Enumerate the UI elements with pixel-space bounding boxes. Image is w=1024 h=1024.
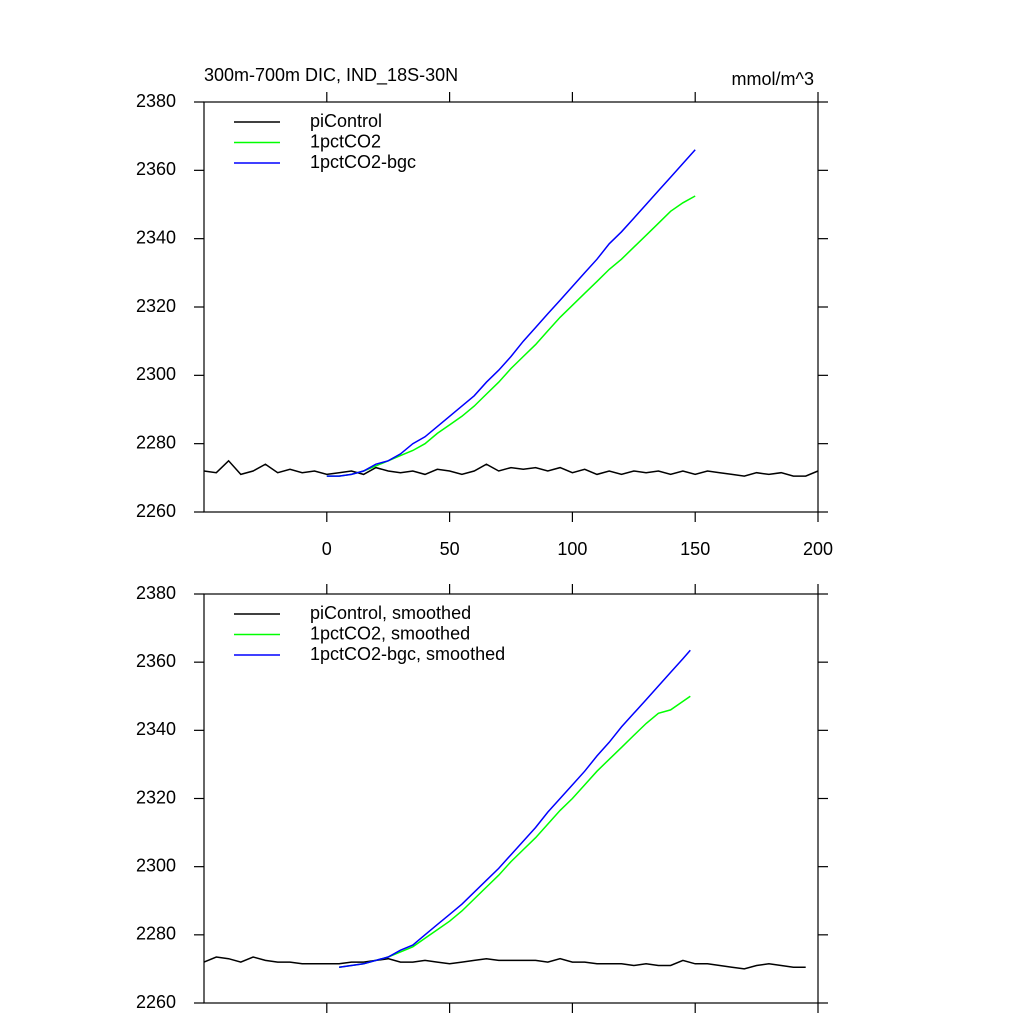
y-tick-label: 2280 [136, 924, 176, 944]
data-line [203, 459, 819, 477]
legend-label: 1pctCO2-bgc, smoothed [310, 644, 505, 664]
y-tick-label: 2360 [136, 651, 176, 671]
y-tick-label: 2260 [136, 501, 176, 521]
y-tick-label: 2320 [136, 296, 176, 316]
data-line [326, 195, 696, 477]
x-tick-label: 150 [680, 539, 710, 559]
x-tick-label: 50 [440, 539, 460, 559]
x-tick-label: 0 [322, 539, 332, 559]
y-tick-label: 2300 [136, 855, 176, 875]
y-tick-label: 2300 [136, 364, 176, 384]
x-tick-label: 200 [803, 539, 833, 559]
y-tick-label: 2380 [136, 583, 176, 603]
y-tick-label: 2320 [136, 787, 176, 807]
y-tick-label: 2360 [136, 159, 176, 179]
plot-frame [203, 593, 819, 1004]
y-tick-label: 2380 [136, 91, 176, 111]
data-line [338, 695, 691, 968]
x-tick-label: 100 [557, 539, 587, 559]
legend-label: 1pctCO2-bgc [310, 152, 416, 172]
legend-label: 1pctCO2, smoothed [310, 623, 470, 643]
plot-frame [203, 101, 819, 513]
legend-label: piControl, smoothed [310, 603, 471, 623]
data-line [326, 149, 696, 477]
y-tick-label: 2340 [136, 719, 176, 739]
y-tick-label: 2340 [136, 227, 176, 247]
data-line [338, 649, 691, 968]
y-tick-label: 2260 [136, 992, 176, 1012]
chart-title: 300m-700m DIC, IND_18S-30N [204, 65, 458, 86]
units-label: mmol/m^3 [732, 69, 814, 89]
legend-label: 1pctCO2 [310, 131, 381, 151]
legend-label: piControl [310, 111, 382, 131]
y-tick-label: 2280 [136, 432, 176, 452]
data-line [203, 956, 806, 970]
